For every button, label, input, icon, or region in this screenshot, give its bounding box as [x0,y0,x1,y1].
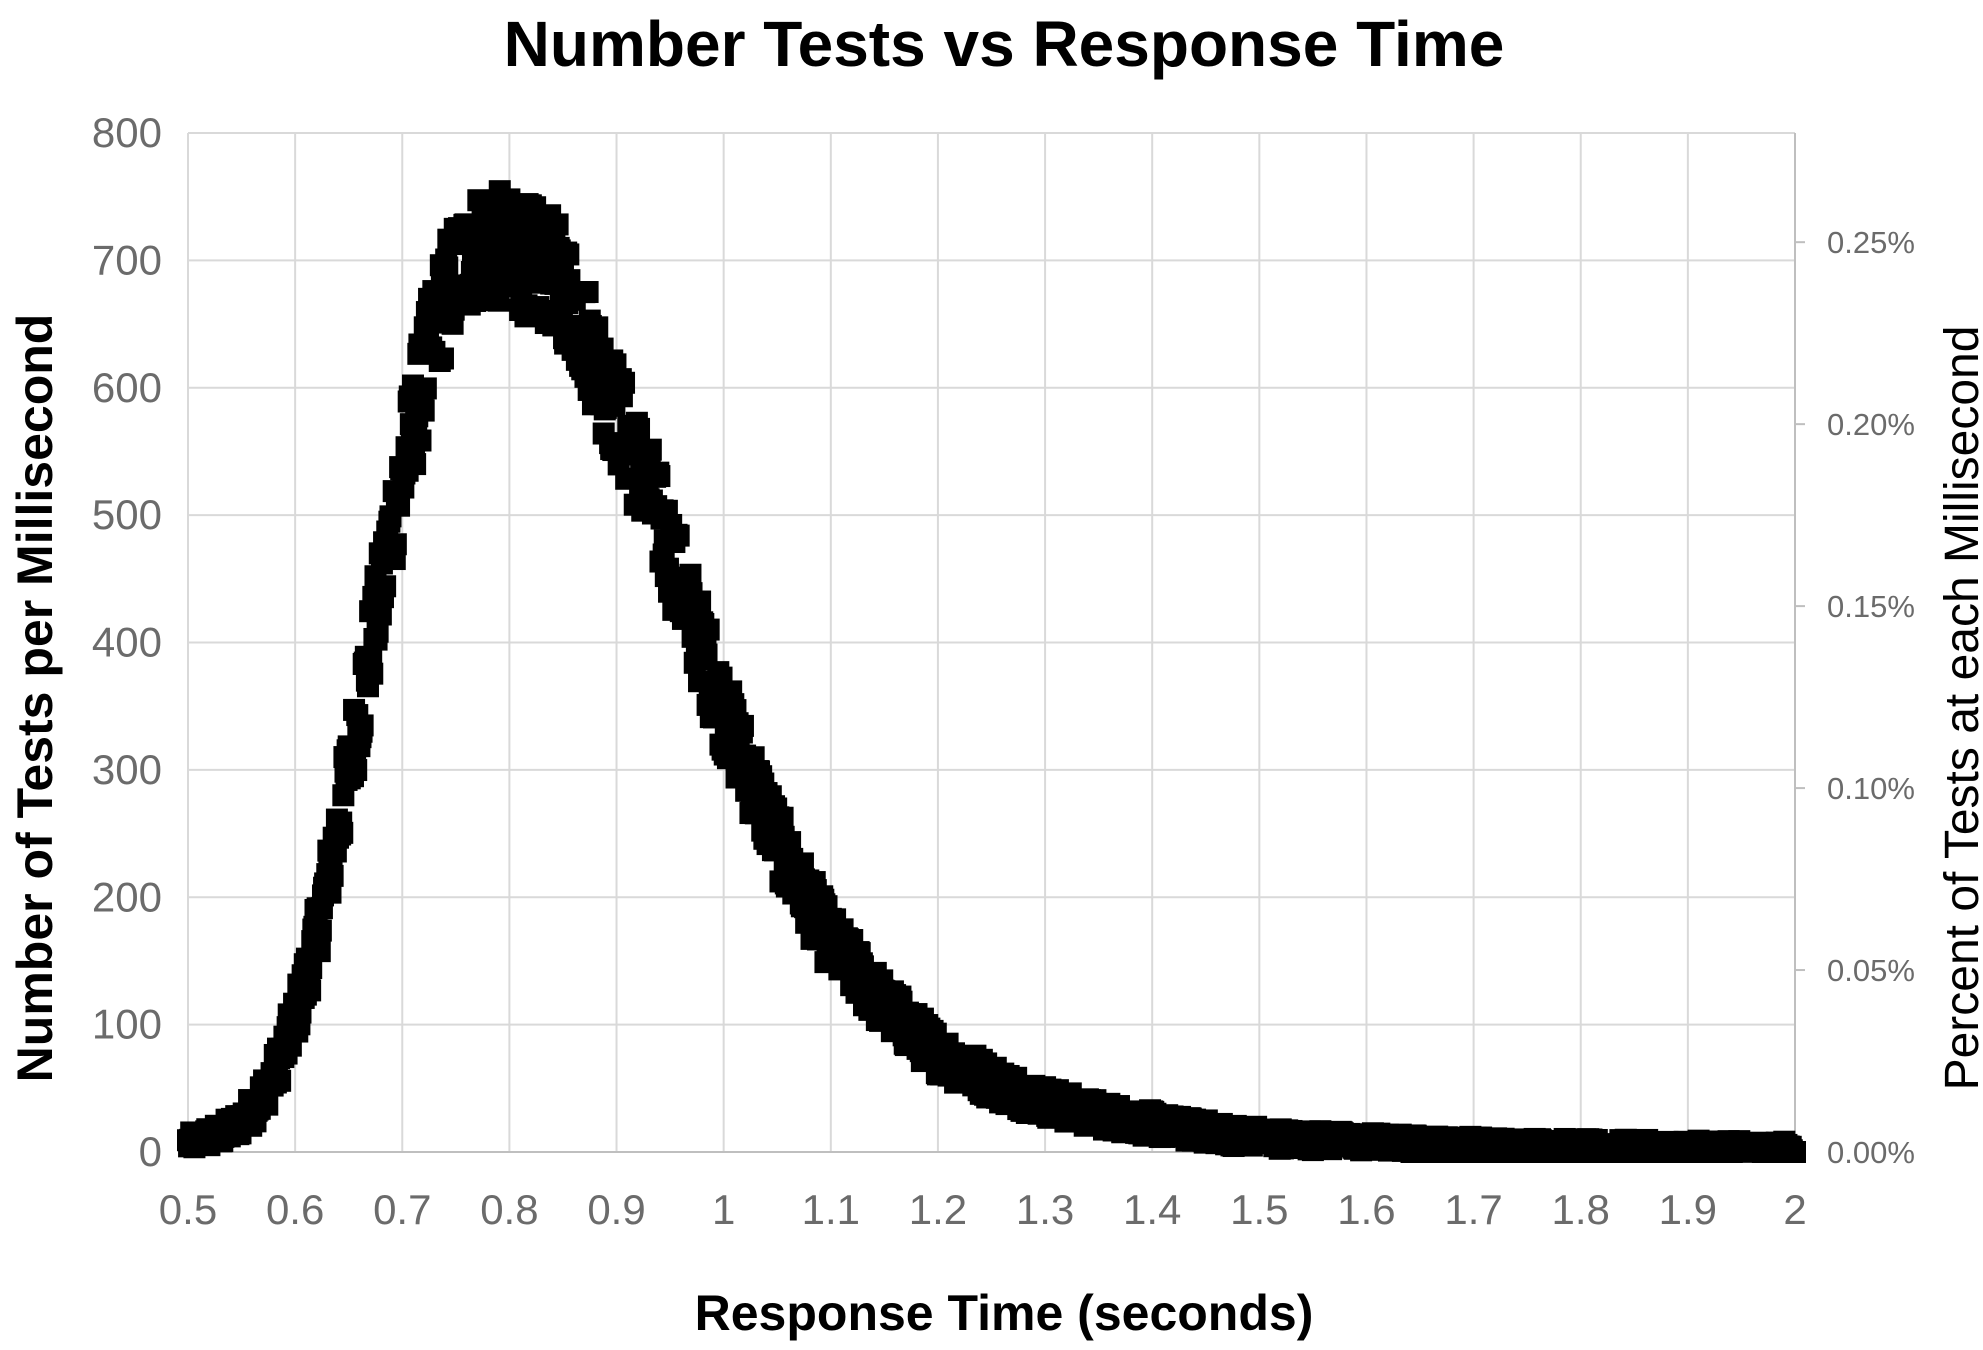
data-point [613,371,636,394]
y2-tick-label: 0.15% [1827,589,1915,624]
data-point [697,618,720,641]
y-tick-label: 700 [92,236,162,283]
data-point [648,465,671,488]
data-point [351,714,374,737]
data-point [546,213,569,236]
data-point [269,1069,292,1092]
y2-axis-label: Percent of Tests at each Millisecond [1936,326,1983,1091]
data-point [667,524,690,547]
y2-tick-label: 0.00% [1827,1135,1915,1170]
data-point [388,494,411,517]
data-point [628,417,651,440]
y2-tick-label: 0.10% [1827,771,1915,806]
data-point [498,188,521,211]
y-tick-label: 300 [92,746,162,793]
data-point [309,919,332,942]
data-point [404,453,427,476]
x-tick-label: 0.8 [480,1186,538,1233]
data-point [384,533,407,556]
y-tick-label: 100 [92,1001,162,1048]
data-point [409,429,432,452]
data-point [256,1093,279,1116]
data-point [695,643,718,666]
y-tick-label: 800 [92,109,162,156]
data-point [369,603,392,626]
data-point [345,759,368,782]
x-tick-label: 0.6 [266,1186,324,1233]
data-point [321,864,344,887]
y-axis-ticks: 0 100 200 300 400 500 600 700 800 [92,109,162,1175]
x-tick-label: 2 [1783,1186,1806,1233]
x-tick-label: 0.5 [159,1186,217,1233]
y2-tick-label: 0.05% [1827,953,1915,988]
x-tick-label: 1.9 [1659,1186,1717,1233]
y-tick-label: 400 [92,619,162,666]
data-point [639,438,662,461]
x-tick-label: 1.1 [802,1186,860,1233]
x-tick-label: 1 [712,1186,735,1233]
data-point [366,620,389,643]
x-tick-label: 1.6 [1337,1186,1395,1233]
data-point [656,557,679,580]
data-point [731,714,754,737]
data-point [779,831,802,854]
x-tick-label: 0.7 [373,1186,431,1233]
x-tick-label: 1.2 [909,1186,967,1233]
data-point [412,399,435,422]
y-tick-label: 200 [92,873,162,920]
data-point [586,316,609,339]
y-tick-label: 600 [92,364,162,411]
y2-tick-label: 0.20% [1827,407,1915,442]
data-point [771,806,794,829]
data-point [414,377,437,400]
y-tick-label: 500 [92,491,162,538]
data-point [308,940,331,963]
x-axis-ticks: 0.5 0.6 0.7 0.8 0.9 1 1.1 1.2 1.3 1.4 1.5 1.6 1.7 1.8… [159,1186,1807,1233]
x-tick-label: 1.5 [1230,1186,1288,1233]
x-tick-label: 1.8 [1552,1186,1610,1233]
x-tick-label: 1.7 [1444,1186,1502,1233]
data-points [177,180,1806,1163]
data-point [331,821,354,844]
x-tick-label: 1.4 [1123,1186,1181,1233]
data-point [557,243,580,266]
x-axis-label: Response Time (seconds) [695,1285,1314,1341]
y-axis-label: Number of Tests per Millisecond [7,314,63,1083]
data-point [436,256,459,279]
chart-title: Number Tests vs Response Time [504,8,1505,80]
data-point [576,281,599,304]
x-tick-label: 1.3 [1016,1186,1074,1233]
data-point [679,563,702,586]
data-point [689,590,712,613]
data-point [361,662,384,685]
y2-tick-label: 0.25% [1827,225,1915,260]
x-tick-label: 0.9 [587,1186,645,1233]
data-point [319,881,342,904]
y-tick-label: 0 [139,1128,162,1175]
data-point [374,575,397,598]
data-point [300,957,323,980]
data-point [431,347,454,370]
data-point [1784,1141,1806,1163]
y2-axis-ticks: 0.00% 0.05% 0.10% 0.15% 0.20% 0.25% [1827,225,1915,1170]
data-point [299,979,322,1002]
